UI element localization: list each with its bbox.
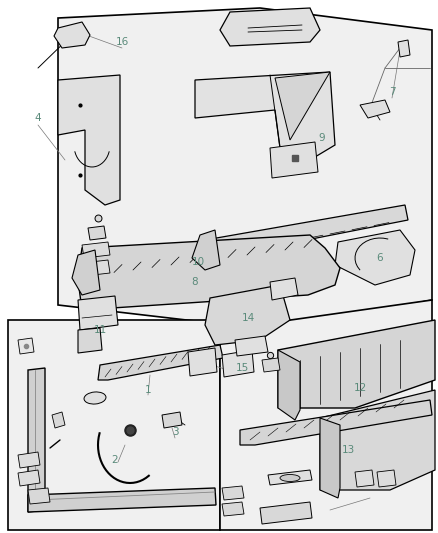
Text: 7: 7 <box>389 87 396 97</box>
Text: 10: 10 <box>191 257 205 267</box>
Polygon shape <box>205 285 290 345</box>
Polygon shape <box>8 320 220 530</box>
Ellipse shape <box>280 474 300 481</box>
Polygon shape <box>98 345 223 380</box>
Polygon shape <box>192 230 220 270</box>
Polygon shape <box>58 75 120 205</box>
Polygon shape <box>18 470 40 486</box>
Polygon shape <box>162 412 182 428</box>
Polygon shape <box>268 470 312 485</box>
Polygon shape <box>195 72 335 160</box>
Polygon shape <box>200 205 408 262</box>
Text: 1: 1 <box>145 385 151 395</box>
Polygon shape <box>270 142 318 178</box>
Text: 14: 14 <box>241 313 254 323</box>
Polygon shape <box>188 348 217 376</box>
Polygon shape <box>78 235 340 310</box>
Polygon shape <box>82 242 110 258</box>
Text: 15: 15 <box>235 363 249 373</box>
Text: 16: 16 <box>115 37 129 47</box>
Polygon shape <box>52 412 65 428</box>
Polygon shape <box>18 452 40 468</box>
Polygon shape <box>355 470 374 487</box>
Polygon shape <box>278 320 435 408</box>
Text: 9: 9 <box>319 133 325 143</box>
Ellipse shape <box>84 392 106 404</box>
Polygon shape <box>260 502 312 524</box>
Polygon shape <box>270 278 298 300</box>
Polygon shape <box>398 40 410 57</box>
Text: 3: 3 <box>172 427 178 437</box>
Polygon shape <box>222 350 254 377</box>
Text: 8: 8 <box>192 277 198 287</box>
Text: 2: 2 <box>112 455 118 465</box>
Polygon shape <box>18 338 34 354</box>
Polygon shape <box>28 488 50 504</box>
Polygon shape <box>360 100 390 118</box>
Polygon shape <box>235 336 268 356</box>
Text: 11: 11 <box>93 325 106 335</box>
Polygon shape <box>240 400 432 445</box>
Text: 13: 13 <box>341 445 355 455</box>
Polygon shape <box>220 8 320 46</box>
Polygon shape <box>54 22 90 48</box>
Polygon shape <box>58 8 432 330</box>
Polygon shape <box>222 502 244 516</box>
Polygon shape <box>78 328 102 353</box>
Polygon shape <box>335 230 415 285</box>
Polygon shape <box>262 358 280 372</box>
Polygon shape <box>88 226 106 240</box>
Text: 6: 6 <box>377 253 383 263</box>
Text: 12: 12 <box>353 383 367 393</box>
Polygon shape <box>220 300 432 530</box>
Polygon shape <box>275 72 330 140</box>
Polygon shape <box>78 296 118 330</box>
Text: 4: 4 <box>35 113 41 123</box>
Polygon shape <box>72 250 100 295</box>
Polygon shape <box>278 350 300 420</box>
Polygon shape <box>82 260 110 276</box>
Polygon shape <box>222 486 244 500</box>
Polygon shape <box>377 470 396 487</box>
Polygon shape <box>320 390 435 490</box>
Polygon shape <box>320 418 340 498</box>
Polygon shape <box>28 368 45 512</box>
Polygon shape <box>28 488 216 512</box>
